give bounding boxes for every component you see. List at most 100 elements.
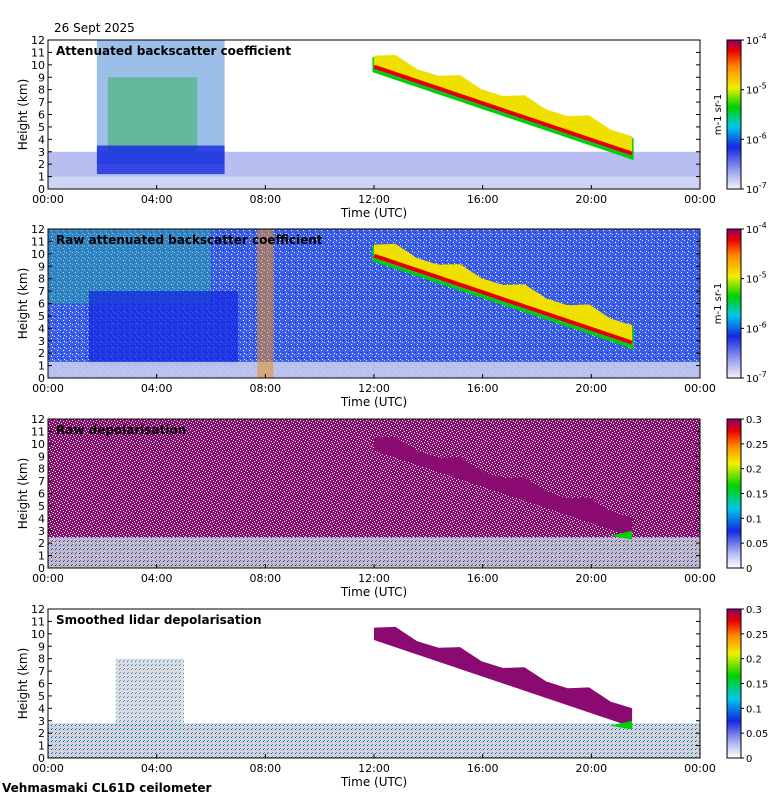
cloud-layer bbox=[374, 626, 633, 727]
y-tick-label: 5 bbox=[38, 121, 45, 134]
heatmap-field bbox=[48, 40, 700, 189]
y-tick-label: 7 bbox=[38, 285, 45, 298]
y-tick-label: 8 bbox=[38, 84, 45, 97]
x-tick-label: 04:00 bbox=[141, 193, 173, 206]
y-axis-label: Height (km) bbox=[16, 648, 30, 719]
colorbar-tick-label: 10-5 bbox=[746, 82, 767, 97]
panel-3: Raw depolarisation0123456789101112Height… bbox=[16, 413, 768, 599]
colorbar-tick-label: 0.15 bbox=[746, 490, 768, 501]
aerosol-depol bbox=[115, 658, 184, 727]
raw-aerosol bbox=[88, 291, 239, 366]
colorbar-tick-exponent: -4 bbox=[759, 32, 767, 41]
y-tick-label: 7 bbox=[38, 665, 45, 678]
y-tick-label: 12 bbox=[31, 413, 45, 426]
y-tick-label: 8 bbox=[38, 653, 45, 666]
x-tick-label: 20:00 bbox=[575, 762, 607, 775]
y-tick-label: 6 bbox=[38, 298, 45, 311]
x-tick-label: 00:00 bbox=[32, 572, 64, 585]
x-tick-label: 16:00 bbox=[467, 382, 499, 395]
y-tick-label: 3 bbox=[38, 525, 45, 538]
colorbar-tick-label: 10-6 bbox=[746, 131, 767, 146]
colorbar-tick-exponent: -6 bbox=[759, 131, 767, 140]
x-tick-label: 08:00 bbox=[249, 762, 281, 775]
instrument-footer: Vehmasmaki CL61D ceilometer bbox=[2, 781, 211, 795]
x-tick-label: 20:00 bbox=[575, 382, 607, 395]
y-tick-label: 9 bbox=[38, 640, 45, 653]
cloud-edge bbox=[610, 720, 633, 730]
x-tick-label: 04:00 bbox=[141, 572, 173, 585]
colorbar-gradient bbox=[726, 228, 742, 379]
y-tick-label: 5 bbox=[38, 690, 45, 703]
x-tick-label: 00:00 bbox=[32, 382, 64, 395]
y-tick-label: 5 bbox=[38, 310, 45, 323]
y-tick-label: 2 bbox=[38, 158, 45, 171]
x-tick-label: 00:00 bbox=[684, 762, 716, 775]
colorbar-unit: m-1 sr-1 bbox=[713, 94, 724, 136]
colorbar-tick-exponent: -7 bbox=[759, 370, 767, 379]
cloud-base-core bbox=[373, 64, 633, 156]
date-label: 26 Sept 2025 bbox=[54, 21, 135, 35]
panel-title: Raw depolarisation bbox=[56, 423, 186, 437]
y-tick-label: 3 bbox=[38, 146, 45, 159]
colorbar-tick-exponent: -6 bbox=[759, 320, 767, 329]
y-tick-label: 6 bbox=[38, 488, 45, 501]
y-tick-label: 2 bbox=[38, 537, 45, 550]
raw-stripe bbox=[257, 229, 274, 378]
colorbar-tick-exponent: -5 bbox=[759, 271, 767, 280]
y-tick-label: 10 bbox=[31, 59, 45, 72]
colorbar-tick-label: 0.2 bbox=[746, 465, 762, 476]
colorbar-tick-label: 0.2 bbox=[746, 655, 762, 666]
colorbar-tick-exponent: -7 bbox=[759, 181, 767, 190]
y-tick-label: 4 bbox=[38, 133, 45, 146]
y-tick-label: 0 bbox=[38, 562, 45, 575]
colorbar: 10-7 10-6 10-5 10-4 m-1 sr-1 bbox=[713, 221, 767, 385]
y-tick-label: 5 bbox=[38, 500, 45, 513]
x-tick-label: 20:00 bbox=[575, 193, 607, 206]
panel-title: Attenuated backscatter coefficient bbox=[56, 44, 291, 58]
y-tick-label: 11 bbox=[31, 425, 45, 438]
x-tick-label: 12:00 bbox=[358, 762, 390, 775]
colorbar-tick-label: 0.05 bbox=[746, 729, 768, 740]
y-tick-label: 12 bbox=[31, 34, 45, 47]
colorbar-tick-label: 10-4 bbox=[746, 221, 767, 236]
colorbar-tick-label: 0 bbox=[746, 564, 752, 575]
colorbar-tick-label: 10-6 bbox=[746, 320, 767, 335]
x-tick-label: 00:00 bbox=[684, 382, 716, 395]
panel-title: Smoothed lidar depolarisation bbox=[56, 613, 262, 627]
y-tick-label: 9 bbox=[38, 450, 45, 463]
colorbar-gradient bbox=[726, 418, 742, 569]
x-tick-label: 08:00 bbox=[249, 193, 281, 206]
y-tick-label: 3 bbox=[38, 335, 45, 348]
colorbar-tick-label: 0.15 bbox=[746, 680, 768, 691]
raw-surface bbox=[48, 361, 700, 378]
colorbar-tick-exponent: -4 bbox=[759, 221, 767, 230]
panel-2: Raw attenuated backscatter coefficient01… bbox=[16, 221, 767, 409]
y-tick-label: 4 bbox=[38, 512, 45, 525]
y-tick-label: 0 bbox=[38, 752, 45, 765]
y-axis-label: Height (km) bbox=[16, 268, 30, 339]
x-tick-label: 12:00 bbox=[358, 193, 390, 206]
y-tick-label: 2 bbox=[38, 727, 45, 740]
x-tick-label: 08:00 bbox=[249, 572, 281, 585]
y-tick-label: 10 bbox=[31, 628, 45, 641]
y-axis-label: Height (km) bbox=[16, 458, 30, 529]
y-tick-label: 11 bbox=[31, 615, 45, 628]
x-tick-label: 00:00 bbox=[32, 193, 64, 206]
x-tick-label: 16:00 bbox=[467, 762, 499, 775]
near-surface bbox=[48, 176, 700, 189]
aerosol-base bbox=[96, 145, 225, 175]
x-tick-label: 16:00 bbox=[467, 193, 499, 206]
colorbar-tick-label: 0.3 bbox=[746, 605, 762, 616]
y-tick-label: 8 bbox=[38, 273, 45, 286]
y-tick-label: 11 bbox=[31, 235, 45, 248]
x-tick-label: 04:00 bbox=[141, 382, 173, 395]
x-tick-label: 12:00 bbox=[358, 382, 390, 395]
y-tick-label: 6 bbox=[38, 109, 45, 122]
y-tick-label: 0 bbox=[38, 372, 45, 385]
x-axis-label: Time (UTC) bbox=[340, 585, 407, 599]
y-tick-label: 1 bbox=[38, 360, 45, 373]
y-tick-label: 1 bbox=[38, 740, 45, 753]
y-tick-label: 10 bbox=[31, 438, 45, 451]
colorbar-tick-label: 10-4 bbox=[746, 32, 767, 47]
